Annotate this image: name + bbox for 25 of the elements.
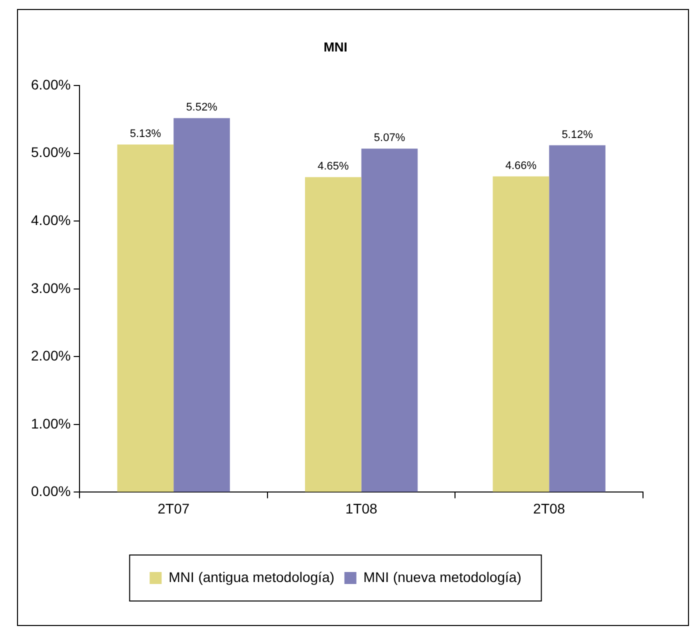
data-label: 5.13% (130, 128, 162, 140)
y-tick-label: 2.00% (30, 348, 71, 364)
legend-label: MNI (nueva metodología) (363, 568, 522, 585)
data-label: 4.65% (318, 160, 349, 173)
x-tick-label: 2T07 (158, 500, 190, 516)
y-tick-label: 4.00% (30, 212, 71, 228)
y-tick-label: 1.00% (30, 415, 71, 432)
data-label: 5.12% (562, 128, 594, 141)
chart-title: MNI (324, 39, 348, 54)
x-tick-label: 2T08 (533, 500, 566, 516)
bar (174, 118, 230, 492)
bar (549, 145, 606, 492)
data-label: 4.66% (505, 160, 537, 172)
legend-label: MNI (antigua metodología) (168, 568, 334, 585)
x-tick-label: 1T08 (345, 500, 378, 516)
bar (117, 144, 174, 492)
bar (361, 148, 418, 492)
bar (492, 176, 550, 492)
bar (305, 177, 362, 492)
y-tick-label: 5.00% (30, 144, 71, 160)
data-label: 5.52% (186, 102, 218, 114)
y-tick-label: 3.00% (30, 280, 71, 296)
y-tick-label: 0.00% (30, 483, 71, 500)
y-tick-label: 6.00% (30, 76, 71, 92)
data-label: 5.07% (374, 132, 406, 144)
